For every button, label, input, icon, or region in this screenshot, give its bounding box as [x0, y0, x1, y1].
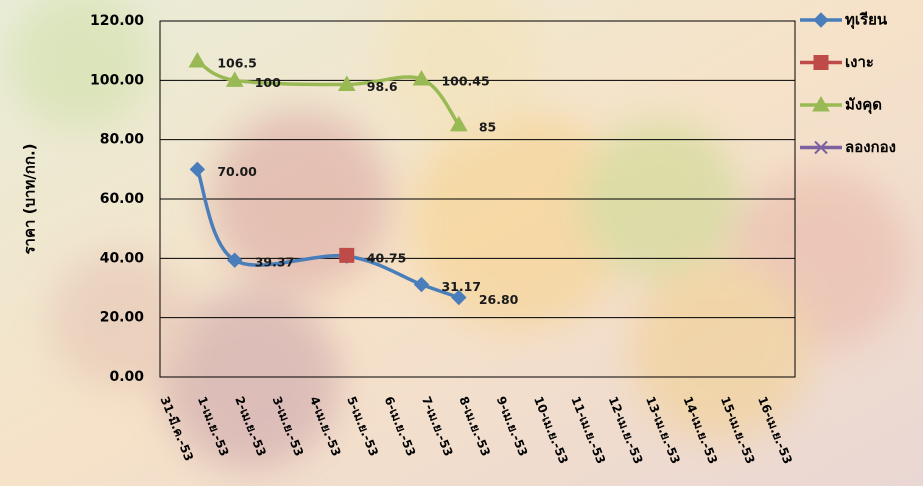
data-label: 31.17: [441, 279, 481, 294]
y-axis-title: ราคา (บาท/กก.): [21, 143, 39, 254]
data-label: 98.6: [367, 79, 398, 94]
y-tick-label: 40.00: [100, 250, 145, 266]
data-label: 100: [255, 75, 281, 90]
legend-label: เงาะ: [845, 53, 874, 71]
data-label: 26.80: [479, 292, 519, 307]
y-tick-label: 120.00: [90, 13, 144, 29]
data-label: 106.5: [217, 56, 257, 71]
data-point: [340, 248, 354, 262]
data-label: 70.00: [217, 164, 257, 179]
data-label: 40.75: [367, 251, 407, 266]
legend-label: ลองกอง: [845, 138, 896, 156]
y-tick-label: 60.00: [100, 191, 145, 207]
chart: ราคา (บาท/กก.) 0.00 20.00 40.00 60.00 80.00 1…: [0, 0, 923, 486]
y-tick-label: 80.00: [100, 132, 145, 148]
y-tick-label: 20.00: [100, 310, 145, 326]
legend-label: ทุเรียน: [845, 11, 888, 30]
data-label: 39.37: [255, 255, 295, 270]
data-label: 85: [479, 119, 496, 134]
data-label: 100.45: [441, 73, 489, 88]
y-tick-label: 0.00: [109, 369, 144, 385]
legend-label: มังคุด: [845, 96, 882, 115]
legend-marker: [814, 56, 828, 70]
y-tick-label: 100.00: [90, 72, 144, 88]
